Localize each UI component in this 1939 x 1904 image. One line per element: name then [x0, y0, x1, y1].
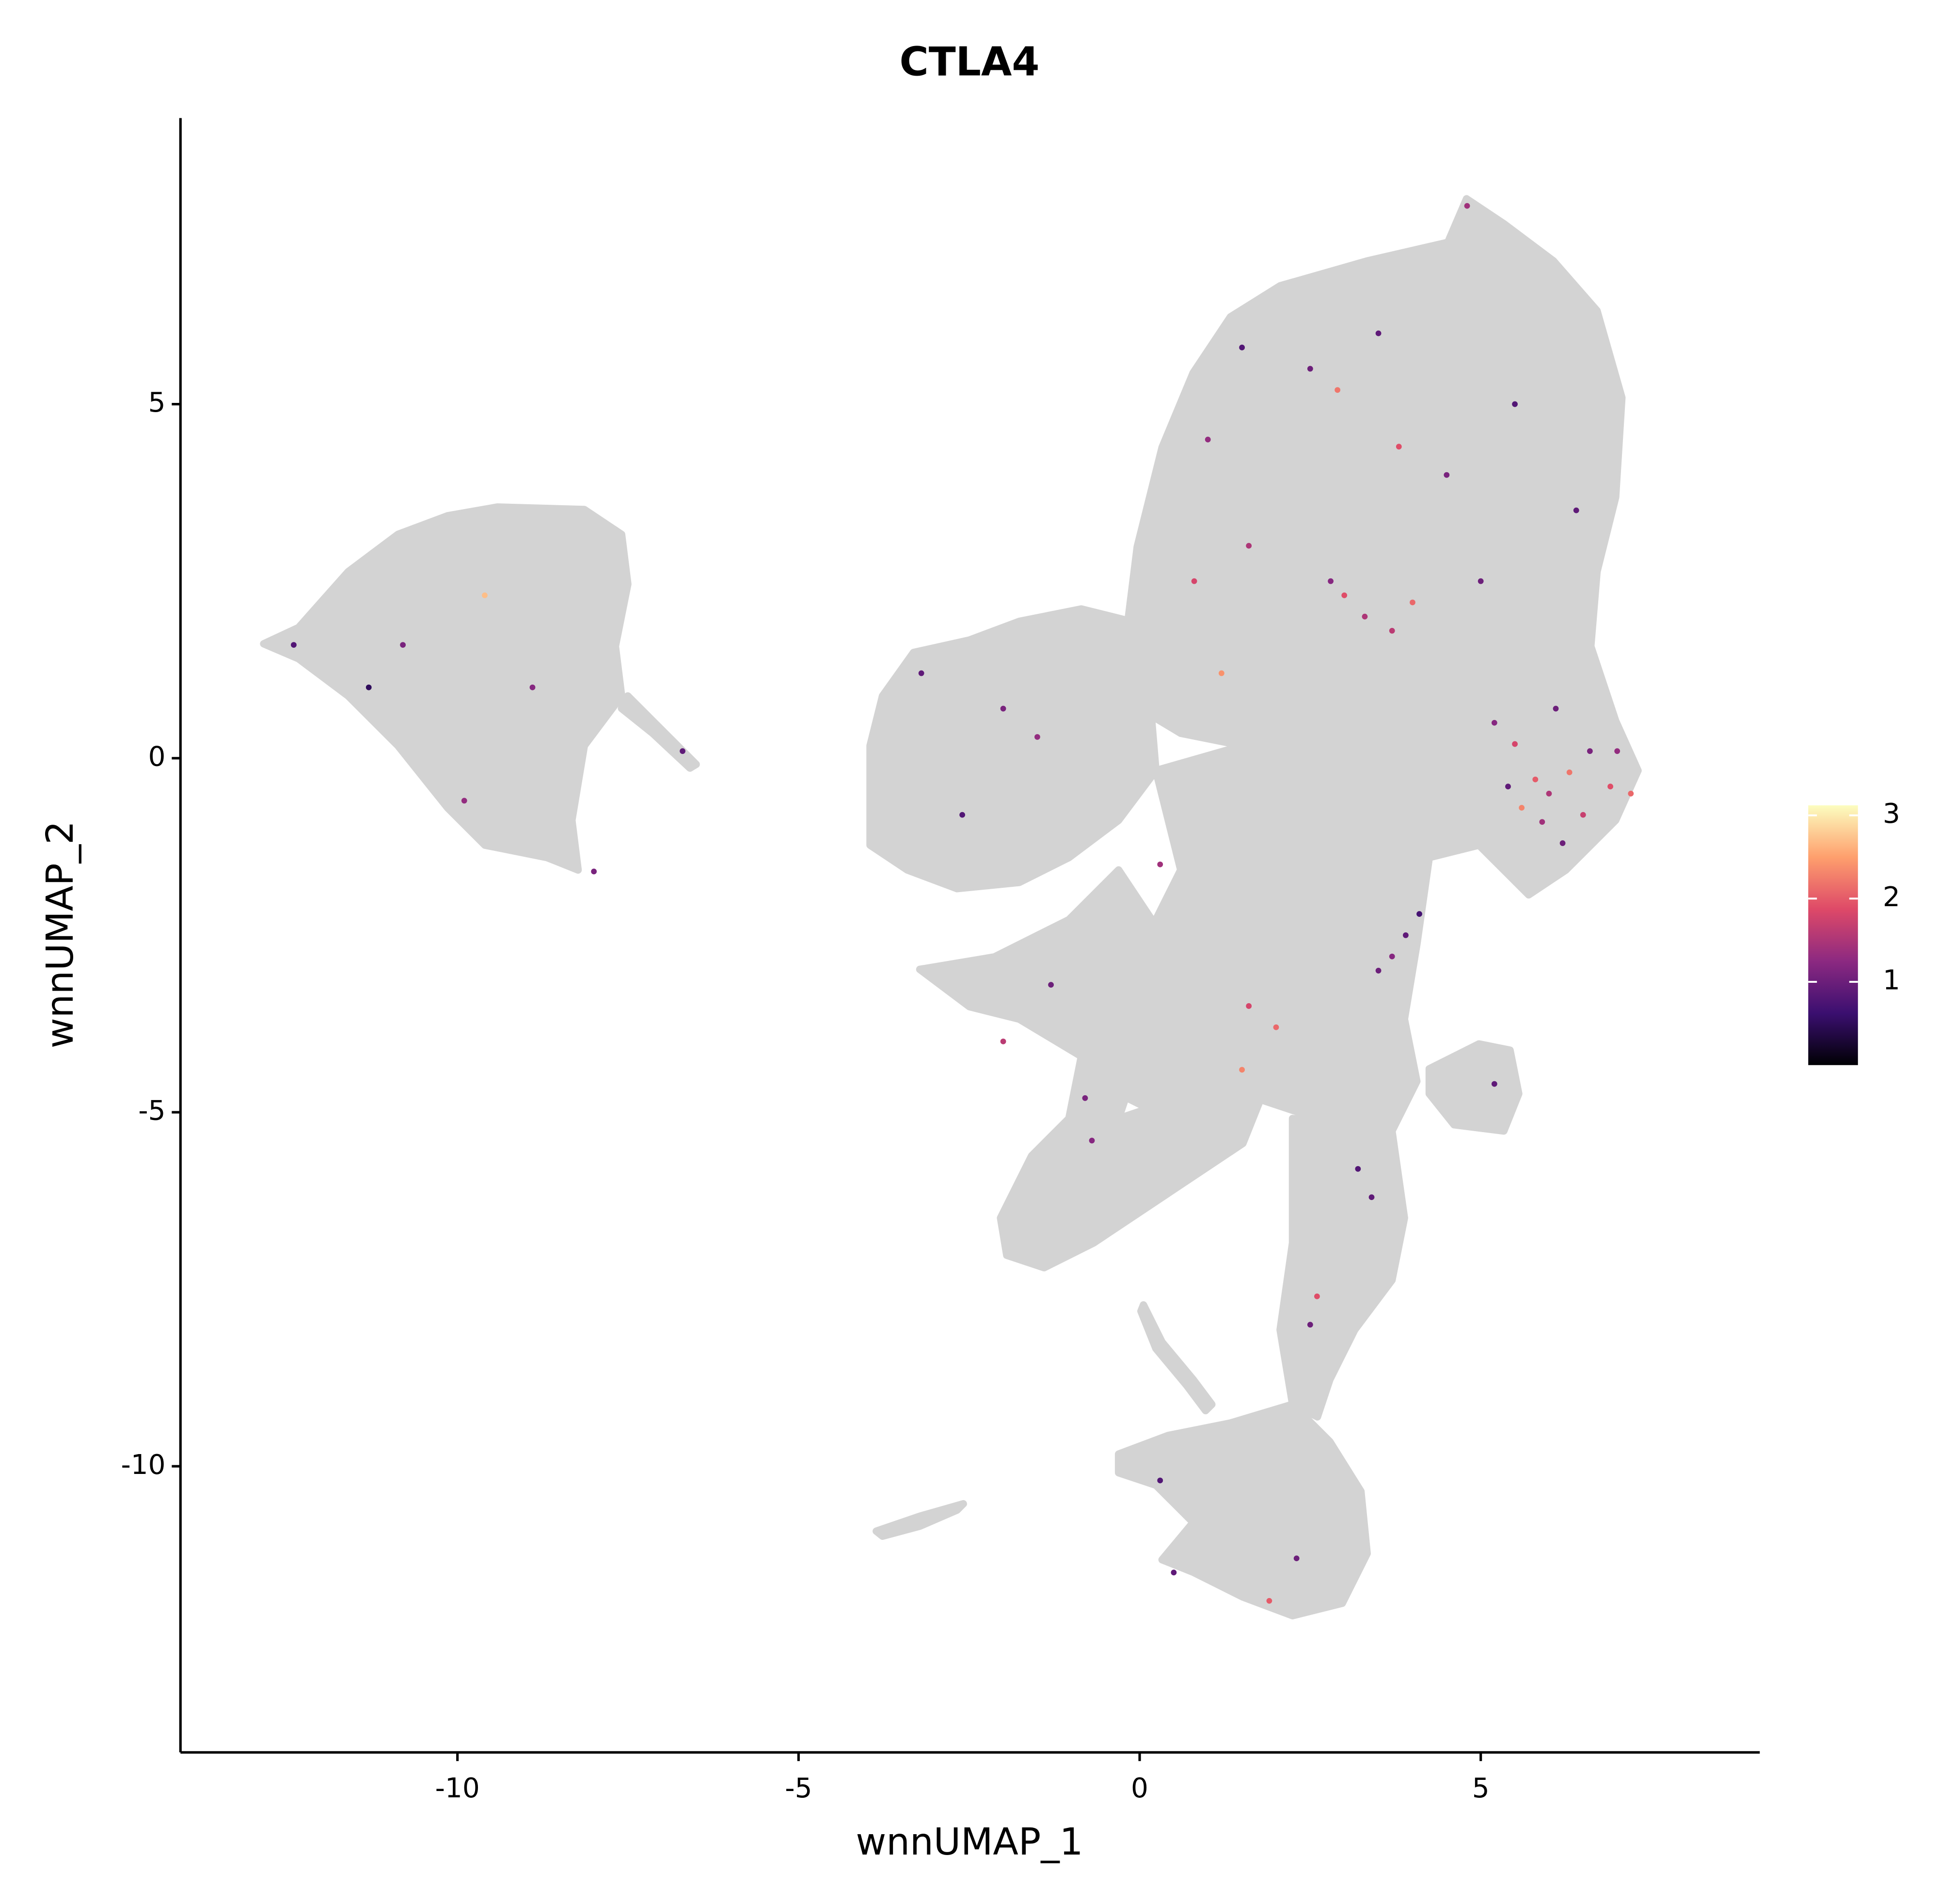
cell-point — [1205, 436, 1211, 443]
cell-point — [1539, 819, 1545, 825]
cell-point — [1573, 507, 1579, 513]
cell-point — [1157, 861, 1163, 867]
cell-point — [680, 748, 685, 754]
cell-cloud — [873, 1500, 967, 1540]
cell-point — [1034, 734, 1040, 740]
cell-point — [1307, 366, 1313, 372]
colorbar-tick-label: 3 — [1883, 798, 1900, 830]
cell-cloud — [916, 866, 1271, 1272]
x-tick-label: 0 — [1131, 1773, 1148, 1804]
cell-point — [1239, 344, 1245, 351]
x-axis-title: wnnUMAP_1 — [856, 1821, 1083, 1864]
cell-point — [591, 868, 597, 875]
cell-point — [1512, 741, 1518, 747]
cell-point — [461, 798, 467, 804]
cell-cloud — [260, 195, 1642, 1620]
points — [291, 203, 1634, 1604]
cell-point — [1362, 613, 1368, 620]
cell-point — [1368, 1194, 1375, 1200]
cell-point — [1082, 1095, 1088, 1101]
cell-point — [1566, 769, 1573, 775]
colorbar — [1808, 805, 1858, 1065]
cell-point — [1273, 1024, 1279, 1030]
cell-point — [918, 670, 924, 676]
cell-point — [1000, 1039, 1006, 1044]
cell-point — [1191, 578, 1197, 584]
cell-point — [1341, 592, 1348, 598]
cell-point — [1396, 444, 1402, 450]
cell-point — [1628, 790, 1634, 797]
colorbar-tick-label: 2 — [1883, 881, 1900, 913]
cell-point — [1553, 705, 1559, 712]
cell-point — [1375, 968, 1382, 974]
cell-point — [1410, 599, 1415, 606]
cell-cloud — [1425, 1040, 1523, 1135]
cell-point — [1614, 748, 1621, 754]
cell-point — [1335, 387, 1341, 393]
cell-point — [1464, 203, 1470, 209]
cell-cloud — [1137, 1301, 1216, 1415]
cell-point — [1587, 748, 1593, 754]
cell-point — [1307, 1322, 1313, 1328]
cell-point — [1559, 840, 1566, 846]
cell-point — [400, 642, 406, 648]
cell-point — [1505, 784, 1511, 790]
cell-point — [1519, 805, 1525, 811]
cell-point — [1000, 705, 1006, 712]
x-tick-label: -5 — [785, 1773, 812, 1804]
y-axis-title: wnnUMAP_2 — [39, 821, 82, 1048]
cell-point — [1607, 784, 1613, 790]
cell-point — [1048, 982, 1054, 988]
cell-point — [1512, 401, 1518, 407]
cell-point — [1416, 911, 1422, 917]
cell-point — [959, 812, 965, 818]
y-tick-label: -5 — [138, 1095, 165, 1127]
cell-point — [291, 642, 297, 648]
cell-point — [1157, 1477, 1163, 1484]
cell-point — [1328, 578, 1334, 584]
y-tick-label: 5 — [148, 387, 166, 418]
cell-point — [1444, 472, 1450, 478]
cell-point — [1266, 1598, 1272, 1604]
cell-point — [1580, 812, 1586, 818]
cell-point — [1389, 953, 1395, 960]
cell-point — [1532, 776, 1539, 783]
cell-point — [1402, 932, 1409, 938]
cell-cloud — [260, 503, 632, 874]
y-tick-label: -10 — [121, 1449, 165, 1481]
cell-point — [1089, 1137, 1095, 1144]
cell-point — [1246, 1003, 1252, 1009]
cell-point — [1389, 627, 1395, 634]
cell-point — [1478, 578, 1484, 584]
cell-point — [1375, 330, 1382, 336]
cell-point — [1355, 1166, 1361, 1172]
cell-point — [1546, 790, 1552, 797]
cell-point — [1491, 1081, 1497, 1087]
x-tick-label: 5 — [1472, 1773, 1490, 1804]
chart-title: CTLA4 — [900, 39, 1040, 85]
cell-point — [1218, 670, 1224, 676]
colorbar-tick-label: 1 — [1883, 965, 1900, 996]
x-tick-label: -10 — [435, 1773, 480, 1804]
cell-point — [1293, 1555, 1300, 1562]
cell-point — [529, 684, 536, 690]
cell-point — [1314, 1293, 1320, 1299]
cell-cloud — [866, 605, 1160, 893]
cell-point — [366, 684, 372, 690]
cell-point — [1171, 1569, 1177, 1576]
cell-cloud — [618, 692, 700, 772]
cell-point — [1246, 543, 1252, 549]
cell-point — [1239, 1067, 1245, 1073]
cell-cloud — [1276, 1115, 1408, 1421]
cell-cloud — [1114, 1400, 1371, 1620]
cell-point — [1491, 720, 1497, 726]
y-tick-label: 0 — [148, 741, 166, 772]
cell-point — [482, 592, 488, 598]
